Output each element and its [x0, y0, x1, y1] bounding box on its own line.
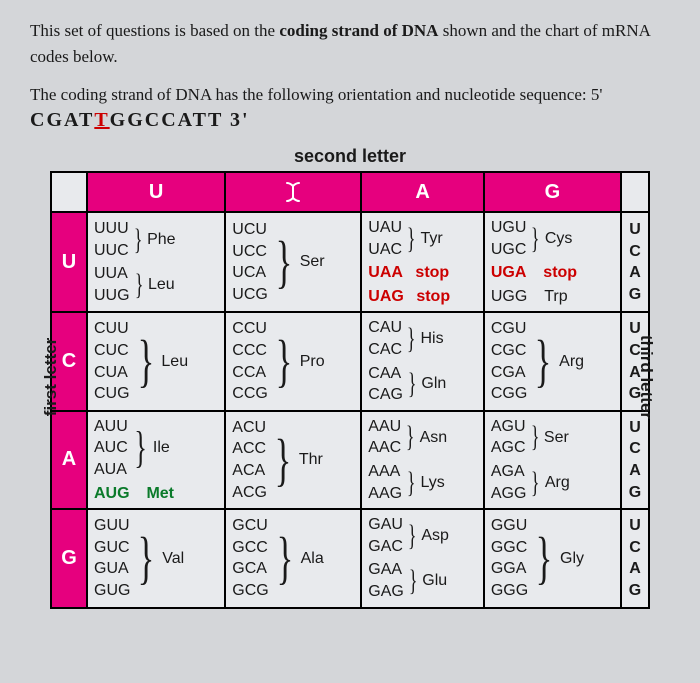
cell-G-G: GGUGGCGGAGGG }Gly: [484, 509, 621, 607]
text-cursor-icon: [284, 181, 302, 203]
cell-G-A: GAUGAC }Asp GAAGAG }Glu: [361, 509, 484, 607]
second-letter-label: second letter: [50, 146, 650, 167]
cell-A-A: AAUAAC }Asn AAAAAG }Lys: [361, 411, 484, 509]
colhead-U: U: [87, 172, 225, 212]
first-letter-label: first letter: [41, 338, 61, 416]
cell-U-G: UGUUGC }Cys UGA stop UGG Trp: [484, 212, 621, 312]
cell-C-G: CGUCGCCGACGG }Arg: [484, 312, 621, 410]
rowhead-A: A: [51, 411, 87, 509]
cell-C-U: CUUCUCCUACUG }Leu: [87, 312, 225, 410]
sequence-description: The coding strand of DNA has the followi…: [30, 85, 670, 105]
cell-C-C: CCUCCCCCACCG }Pro: [225, 312, 361, 410]
cell-A-G: AGUAGC }Ser AGAAGG }Arg: [484, 411, 621, 509]
codon-table-wrap: second letter first letter third letter …: [50, 146, 650, 609]
third-letter-label: third letter: [636, 335, 656, 419]
colhead-A: A: [361, 172, 484, 212]
codon-table: U A G U UUUUUC }Phe UUAUUG }Leu: [50, 171, 650, 609]
cell-U-U: UUUUUC }Phe UUAUUG }Leu: [87, 212, 225, 312]
cell-A-U: AUUAUCAUA }Ile AUG Met: [87, 411, 225, 509]
rowhead-G: G: [51, 509, 87, 607]
intro-text: This set of questions is based on the co…: [30, 18, 670, 69]
third-A: UCAG: [621, 411, 649, 509]
dna-sequence: CGATTGGCCATT 3': [30, 109, 670, 132]
cell-A-C: ACUACCACAACG }Thr: [225, 411, 361, 509]
corner-cell: [51, 172, 87, 212]
cell-G-U: GUUGUCGUAGUG }Val: [87, 509, 225, 607]
colhead-C: [225, 172, 361, 212]
cell-U-A: UAUUAC }Tyr UAA stop UAG stop: [361, 212, 484, 312]
cell-U-C: UCUUCCUCAUCG }Ser: [225, 212, 361, 312]
third-G: UCAG: [621, 509, 649, 607]
highlighted-T: T: [94, 109, 109, 131]
table-row: U UUUUUC }Phe UUAUUG }Leu UCUUCCUCAUCG }: [51, 212, 649, 312]
third-U: UCAG: [621, 212, 649, 312]
table-row: C CUUCUCCUACUG }Leu CCUCCCCCACCG }Pro CA…: [51, 312, 649, 410]
cell-C-A: CAUCAC }His CAACAG }Gln: [361, 312, 484, 410]
intro-bold: coding strand of DNA: [279, 21, 438, 40]
corner-cell-right: [621, 172, 649, 212]
table-row: G GUUGUCGUAGUG }Val GCUGCCGCAGCG }Ala GA…: [51, 509, 649, 607]
rowhead-U: U: [51, 212, 87, 312]
table-row: A AUUAUCAUA }Ile AUG Met ACUACCACAACG }T…: [51, 411, 649, 509]
cell-G-C: GCUGCCGCAGCG }Ala: [225, 509, 361, 607]
colhead-G: G: [484, 172, 621, 212]
intro-pre: This set of questions is based on the: [30, 21, 279, 40]
